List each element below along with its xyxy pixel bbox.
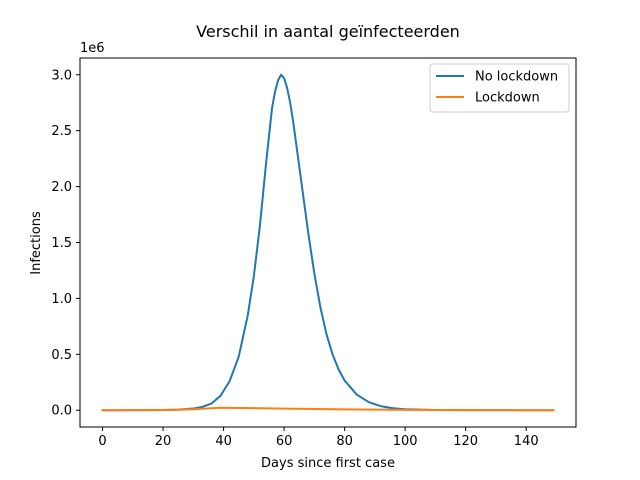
x-tick-label: 0 <box>98 434 106 449</box>
y-tick-label: 0.5 <box>51 348 72 363</box>
x-axis-label: Days since first case <box>261 456 395 471</box>
legend-box <box>429 63 570 113</box>
legend-label-2: Lockdown <box>475 91 540 106</box>
x-tick-label: 60 <box>276 434 293 449</box>
y-axis-label: Infections <box>29 211 44 275</box>
y-tick-label: 1.5 <box>51 236 72 251</box>
y-tick-label: 3.0 <box>51 68 72 83</box>
legend: No lockdown Lockdown <box>429 63 570 113</box>
chart-title: Verschil in aantal geïnfecteerden <box>196 22 460 41</box>
y-tick-label: 1.0 <box>51 292 72 307</box>
y-offset-label: 1e6 <box>80 41 105 56</box>
x-tick-label: 40 <box>215 434 232 449</box>
legend-label-1: No lockdown <box>475 70 558 85</box>
y-axis: 0.0 0.5 1.0 1.5 2.0 2.5 3.0 <box>51 68 80 419</box>
series-line-1 <box>101 73 555 412</box>
axes-frame <box>79 57 577 428</box>
y-tick-label: 2.5 <box>51 124 72 139</box>
y-tick-label: 2.0 <box>51 180 72 195</box>
x-tick-label: 100 <box>393 434 418 449</box>
x-tick-label: 120 <box>453 434 478 449</box>
series-line-2 <box>101 406 555 412</box>
x-axis: 0 20 40 60 80 100 120 140 <box>98 427 539 449</box>
x-tick-label: 140 <box>514 434 539 449</box>
y-tick-label: 0.0 <box>51 404 72 419</box>
x-tick-label: 20 <box>155 434 172 449</box>
x-tick-label: 80 <box>336 434 353 449</box>
plot-area <box>101 73 555 412</box>
